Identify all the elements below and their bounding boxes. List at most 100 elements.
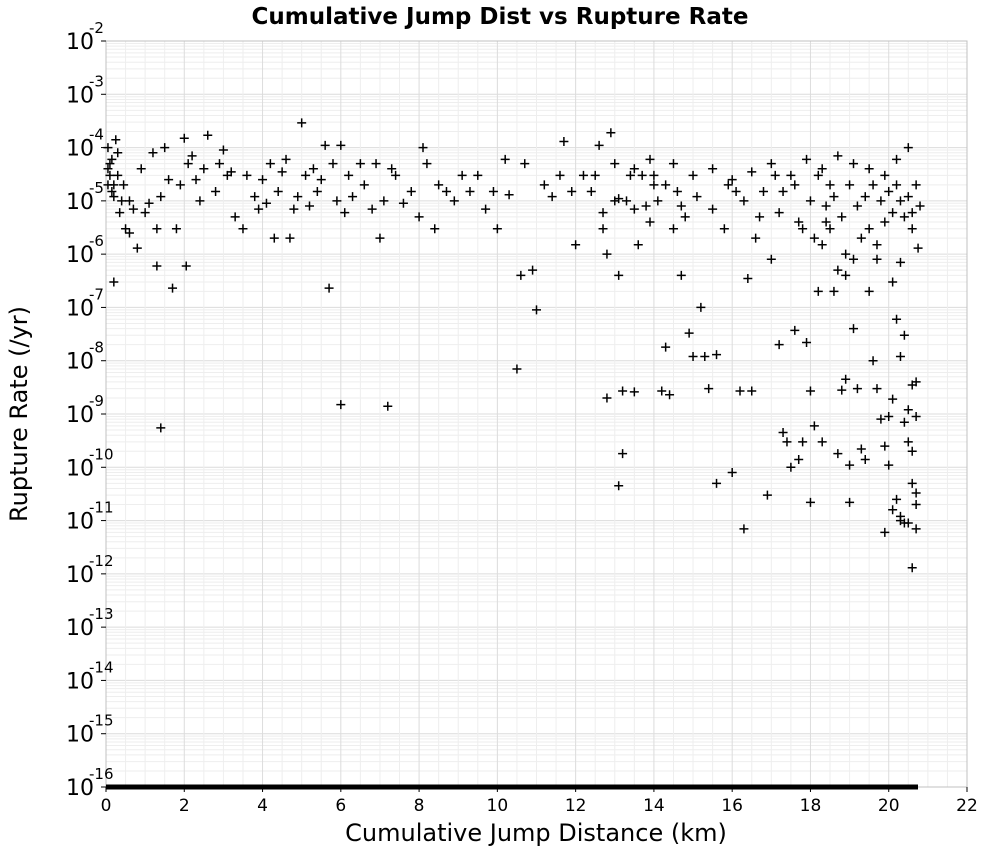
data-point (766, 159, 776, 169)
x-tick-label: 16 (721, 796, 743, 816)
data-point (833, 265, 843, 275)
data-point (880, 170, 890, 180)
data-point (140, 208, 150, 218)
data-point (614, 194, 624, 204)
data-point (406, 186, 416, 196)
data-point (211, 186, 221, 196)
data-point (111, 135, 121, 145)
y-tick-label-base: 10 (66, 83, 94, 108)
data-point (520, 159, 530, 169)
data-point (614, 481, 624, 491)
data-point (786, 462, 796, 472)
data-point (171, 224, 181, 234)
data-point (852, 201, 862, 211)
data-point (907, 224, 917, 234)
data-point (391, 170, 401, 180)
data-point (852, 384, 862, 394)
data-point (821, 217, 831, 227)
data-point (798, 224, 808, 234)
data-point (649, 170, 659, 180)
data-point (434, 180, 444, 190)
data-point (892, 180, 902, 190)
data-point (880, 441, 890, 451)
data-point (195, 196, 205, 206)
data-point (441, 186, 451, 196)
data-point (301, 170, 311, 180)
data-point (911, 377, 921, 387)
data-point (324, 283, 334, 293)
data-point (128, 204, 138, 214)
data-point (735, 386, 745, 396)
data-point (226, 167, 236, 177)
data-point (156, 423, 166, 433)
data-point (606, 128, 616, 138)
y-tick-label-exponent: -5 (89, 179, 104, 197)
data-point (868, 356, 878, 366)
data-point (845, 180, 855, 190)
data-point (160, 143, 170, 153)
data-point (285, 233, 295, 243)
data-point (164, 175, 174, 185)
data-point (340, 208, 350, 218)
data-point (328, 159, 338, 169)
y-tick-label-exponent: -10 (89, 445, 114, 463)
x-tick-label: 12 (565, 796, 587, 816)
data-point (758, 186, 768, 196)
data-point (739, 524, 749, 534)
y-tick-label-exponent: -2 (89, 19, 104, 37)
data-point (899, 417, 909, 427)
data-point (915, 201, 925, 211)
data-point (665, 390, 675, 400)
x-tick-label: 8 (414, 796, 425, 816)
data-point (305, 201, 315, 211)
data-point (344, 170, 354, 180)
data-point (680, 212, 690, 222)
y-tick-label-base: 10 (66, 30, 94, 55)
data-point (586, 186, 596, 196)
data-point (696, 302, 706, 312)
data-point (888, 505, 898, 515)
data-point (892, 494, 902, 504)
y-tick-label-exponent: -15 (89, 712, 114, 730)
data-point (895, 511, 905, 521)
data-point (183, 159, 193, 169)
data-point (113, 170, 123, 180)
data-point (168, 283, 178, 293)
data-point (712, 350, 722, 360)
data-point (332, 196, 342, 206)
data-point (794, 454, 804, 464)
data-point (903, 143, 913, 153)
data-point (265, 159, 275, 169)
data-point (727, 175, 737, 185)
data-point (641, 201, 651, 211)
data-point (516, 270, 526, 280)
data-point (895, 196, 905, 206)
data-point (849, 159, 859, 169)
data-point (622, 196, 632, 206)
data-point (821, 201, 831, 211)
data-point (829, 286, 839, 296)
y-tick-label-base: 10 (66, 296, 94, 321)
data-point (825, 180, 835, 190)
data-point (805, 497, 815, 507)
data-point (872, 384, 882, 394)
x-tick-label: 18 (800, 796, 822, 816)
data-point (817, 240, 827, 250)
y-tick-label-exponent: -12 (89, 552, 114, 570)
data-point (230, 212, 240, 222)
data-point (668, 224, 678, 234)
data-point (895, 257, 905, 267)
data-point (121, 224, 131, 234)
data-point (774, 340, 784, 350)
data-point (105, 159, 115, 169)
data-point (907, 446, 917, 456)
data-point (418, 143, 428, 153)
data-point (571, 240, 581, 250)
data-point (911, 180, 921, 190)
data-point (790, 180, 800, 190)
data-point (739, 196, 749, 206)
data-point (590, 170, 600, 180)
chart-title: Cumulative Jump Dist vs Rupture Rate (252, 4, 749, 30)
data-point (649, 180, 659, 190)
